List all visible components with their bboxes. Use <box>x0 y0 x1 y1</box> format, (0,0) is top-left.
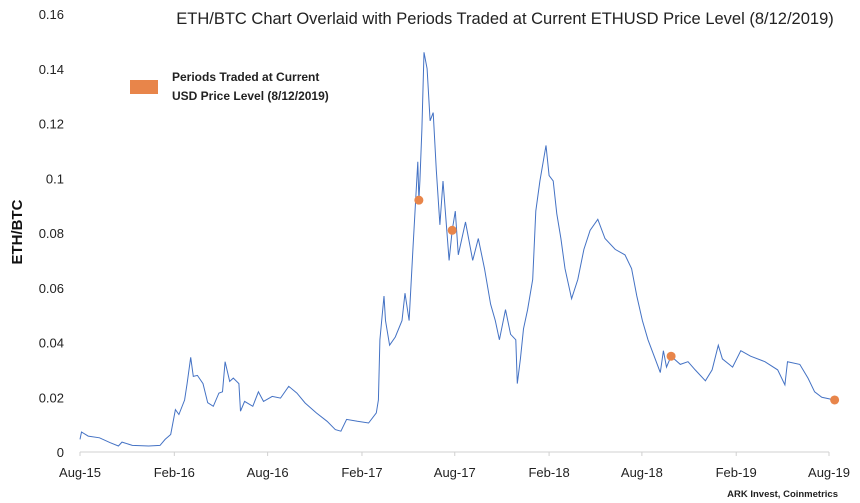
y-axis-label: ETH/BTC <box>9 199 26 264</box>
x-tick-label: Aug-19 <box>808 465 850 480</box>
price-level-marker <box>666 351 676 361</box>
y-tick-label: 0.12 <box>39 117 64 132</box>
y-tick-label: 0.02 <box>39 390 64 405</box>
x-tick-label: Aug-17 <box>434 465 476 480</box>
x-tick-label: Feb-18 <box>528 465 569 480</box>
y-tick-label: 0.14 <box>39 62 64 77</box>
legend-label: Periods Traded at Current USD Price Level… <box>172 70 329 103</box>
x-tick-label: Feb-16 <box>154 465 195 480</box>
price-level-marker <box>830 395 840 405</box>
x-tick-label: Feb-19 <box>716 465 757 480</box>
price-level-marker <box>414 195 424 205</box>
price-level-marker <box>447 225 457 235</box>
legend-swatch <box>130 80 158 94</box>
y-tick-label: 0.06 <box>39 281 64 296</box>
y-tick-label: 0.1 <box>46 171 64 186</box>
x-axis: Aug-15 Feb-16 Aug-16 Feb-17 Aug-17 Feb-18 Aug-… <box>59 451 850 480</box>
y-tick-label: 0 <box>57 445 64 460</box>
chart-title: ETH/BTC Chart Overlaid with Periods Trad… <box>176 10 834 28</box>
x-tick-label: Aug-15 <box>59 465 101 480</box>
y-tick-label: 0.16 <box>39 7 64 22</box>
source-note: ARK Invest, Coinmetrics <box>727 489 838 500</box>
y-axis: 0 0.02 0.04 0.06 0.08 0.1 0.12 0.14 0.16 <box>39 7 64 460</box>
marker-series <box>414 195 840 405</box>
x-tick-label: Feb-17 <box>341 465 382 480</box>
eth-btc-series-line <box>79 52 835 447</box>
y-tick-label: 0.04 <box>39 336 64 351</box>
x-tick-label: Aug-18 <box>621 465 663 480</box>
x-tick-label: Aug-16 <box>247 465 289 480</box>
y-tick-label: 0.08 <box>39 226 64 241</box>
